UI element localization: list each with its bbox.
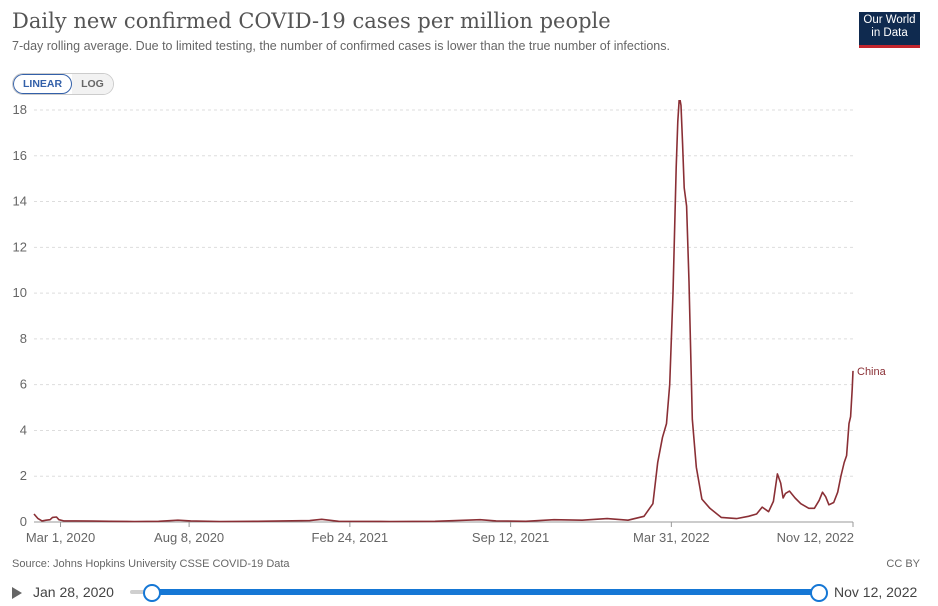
y-tick-label: 6 xyxy=(20,377,27,392)
timeline: Jan 28, 2020 Nov 12, 2022 xyxy=(12,580,927,604)
scale-toggle: LINEAR LOG xyxy=(12,73,114,95)
y-tick-label: 10 xyxy=(13,285,27,300)
series-line xyxy=(33,100,854,523)
source-note[interactable]: Source: Johns Hopkins University CSSE CO… xyxy=(12,558,290,570)
y-tick-label: 0 xyxy=(20,514,27,529)
x-tick-label: Aug 8, 2020 xyxy=(154,530,224,545)
timeline-selected-range xyxy=(152,589,819,595)
timeline-start-label: Jan 28, 2020 xyxy=(33,584,114,600)
y-tick-label: 18 xyxy=(13,102,27,117)
log-scale-button[interactable]: LOG xyxy=(72,74,113,94)
x-tick-label: Feb 24, 2021 xyxy=(312,530,389,545)
timeline-end-label: Nov 12, 2022 xyxy=(834,584,918,600)
license-link[interactable]: CC BY xyxy=(886,558,920,570)
timeline-start-handle[interactable] xyxy=(143,584,161,602)
y-tick-label: 14 xyxy=(13,194,27,209)
y-tick-label: 12 xyxy=(13,239,27,254)
y-tick-label: 8 xyxy=(20,331,27,346)
series-label: China xyxy=(857,366,887,378)
x-tick-label: Sep 12, 2021 xyxy=(472,530,549,545)
line-chart: 0 2 4 6 8 10 12 14 16 18 Mar 1, 2020 Aug 8, 2020 Feb… xyxy=(13,100,887,545)
x-tick-label: Mar 1, 2020 xyxy=(26,530,95,545)
y-tick-label: 2 xyxy=(20,468,27,483)
logo-line-2: in Data xyxy=(871,27,908,39)
chart-title: Daily new confirmed COVID-19 cases per m… xyxy=(12,9,611,33)
chart-subtitle: 7-day rolling average. Due to limited te… xyxy=(12,39,670,53)
timeline-end-handle[interactable] xyxy=(810,584,828,602)
x-tick-label: Nov 12, 2022 xyxy=(777,530,854,545)
logo-line-1: Our World xyxy=(863,14,916,26)
x-tick-label: Mar 31, 2022 xyxy=(633,530,710,545)
y-tick-label: 4 xyxy=(20,422,27,437)
play-icon[interactable] xyxy=(12,587,22,599)
linear-scale-button[interactable]: LINEAR xyxy=(13,74,73,94)
y-tick-label: 16 xyxy=(13,148,27,163)
owid-logo[interactable]: Our World in Data xyxy=(859,12,920,48)
